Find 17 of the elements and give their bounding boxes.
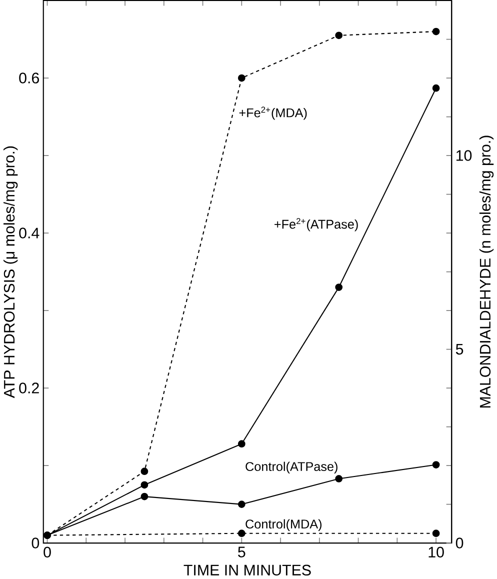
x-tick-label: 5 — [238, 546, 246, 558]
x-tick-label: 0 — [44, 546, 51, 558]
x-tick-label: 10 — [428, 546, 444, 558]
y2-tick-label: 0 — [456, 538, 464, 548]
series-label: Control(ATPase) — [246, 462, 338, 474]
y2-tick-label: 5 — [456, 344, 464, 355]
y-tick-label: 0.2 — [19, 382, 39, 394]
y2-tick-label: 10 — [456, 150, 472, 161]
series-label: Control(MDA) — [246, 519, 322, 532]
y2-axis-title: MALONDIALDEHYDE (n moles/mg pro.) — [479, 136, 494, 408]
y-axis-title: ATP HYDROLYSIS (μ moles/mg pro.) — [3, 146, 18, 398]
x-axis-title: TIME IN MINUTES — [184, 564, 311, 576]
series-label: +Fe$^{2+}$(MDA) — [239, 106, 307, 120]
series-label: +Fe$^{2+}$(ATPase) — [274, 218, 358, 232]
y-tick-label: 0.4 — [19, 228, 40, 238]
y-tick-label: 0 — [32, 538, 40, 548]
y-tick-label: 0.6 — [19, 72, 39, 84]
